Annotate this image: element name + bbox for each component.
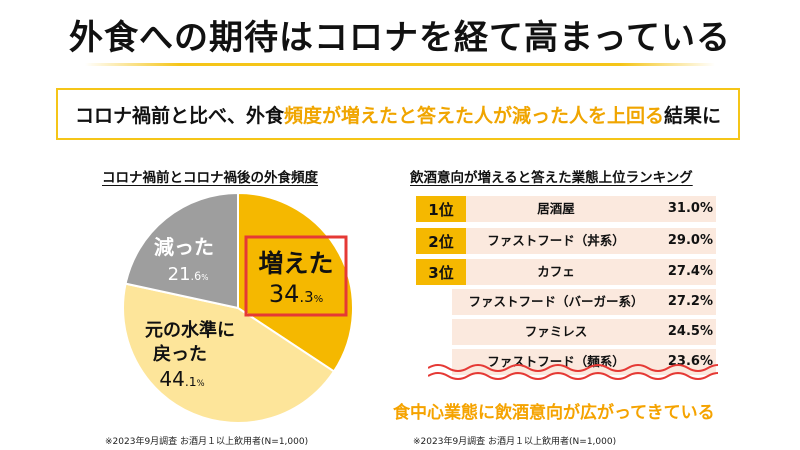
ranking-name: ファストフード（丼系） [487,233,625,248]
pie-label-increased: 増えた [258,249,333,278]
survey-note-right: ※2023年9月調査 お酒月１以上飲用者(N=1,000) [413,437,617,447]
summary-box: コロナ禍前と比べ、外食 頻度が増えたと答えた人が減った人を上回る 結果に [56,88,740,140]
ranking-name: 居酒屋 [537,201,575,216]
survey-note-left: ※2023年9月調査 お酒月１以上飲用者(N=1,000) [105,437,309,447]
wave-decoration [428,364,718,380]
pie-value-decreased: 21.6% [168,264,209,285]
ranking-row-band [452,289,716,315]
pie-value-increased: 34.3% [269,280,324,308]
pie-value-same: 44.1% [159,367,204,391]
ranking-row-band [452,259,716,285]
rank-badge: 2位 [416,228,466,254]
ranking-value: 27.2% [667,294,713,309]
ranking-row-band [452,228,716,254]
ranking-name: ファストフード（バーガー系） [468,294,644,309]
pie-chart-title: コロナ禍前とコロナ禍後の外食頻度 [102,170,318,186]
ranking-caption: 食中心業態に飲酒意向が広がってきている [393,403,715,423]
ranking-row: ファミレス 24.5% [416,319,716,345]
ranking-row: 1位 居酒屋 31.0% [416,196,716,222]
summary-text-highlight: 頻度が増えたと答えた人が減った人を上回る [283,104,664,127]
ranking-row-band [452,196,716,222]
ranking-row: 3位 カフェ 27.4% [416,259,716,285]
ranking-row: ファストフード（バーガー系） 27.2% [416,289,716,315]
pie-label-decreased: 減った [154,235,214,259]
ranking-row-band [452,319,716,345]
pie-label-same-line2: 戻った [153,343,207,365]
rank-badge: 3位 [416,259,466,285]
pie-slice-1 [122,282,336,424]
ranking-name: ファミレス [524,324,588,339]
summary-text-pre: コロナ禍前と比べ、外食 [74,104,284,127]
ranking-value: 27.4% [667,264,713,279]
ranking-value: 24.5% [667,324,713,339]
pie-label-same-line1: 元の水準に [145,319,235,341]
ranking-row: 2位 ファストフード（丼系） 29.0% [416,228,716,254]
ranking-name: カフェ [537,264,575,279]
title-underline [85,63,715,66]
pie-slice-2 [124,191,239,310]
rank-badge: 1位 [416,196,466,222]
summary-text-post: 結果に [664,104,722,127]
ranking-title: 飲酒意向が増えると答えた業態上位ランキング [410,170,693,186]
ranking-value: 31.0% [667,201,713,216]
highlight-frame [244,235,348,317]
page-title: 外食への期待はコロナを経て高まっている [69,18,731,58]
ranking-value: 29.0% [667,233,713,248]
